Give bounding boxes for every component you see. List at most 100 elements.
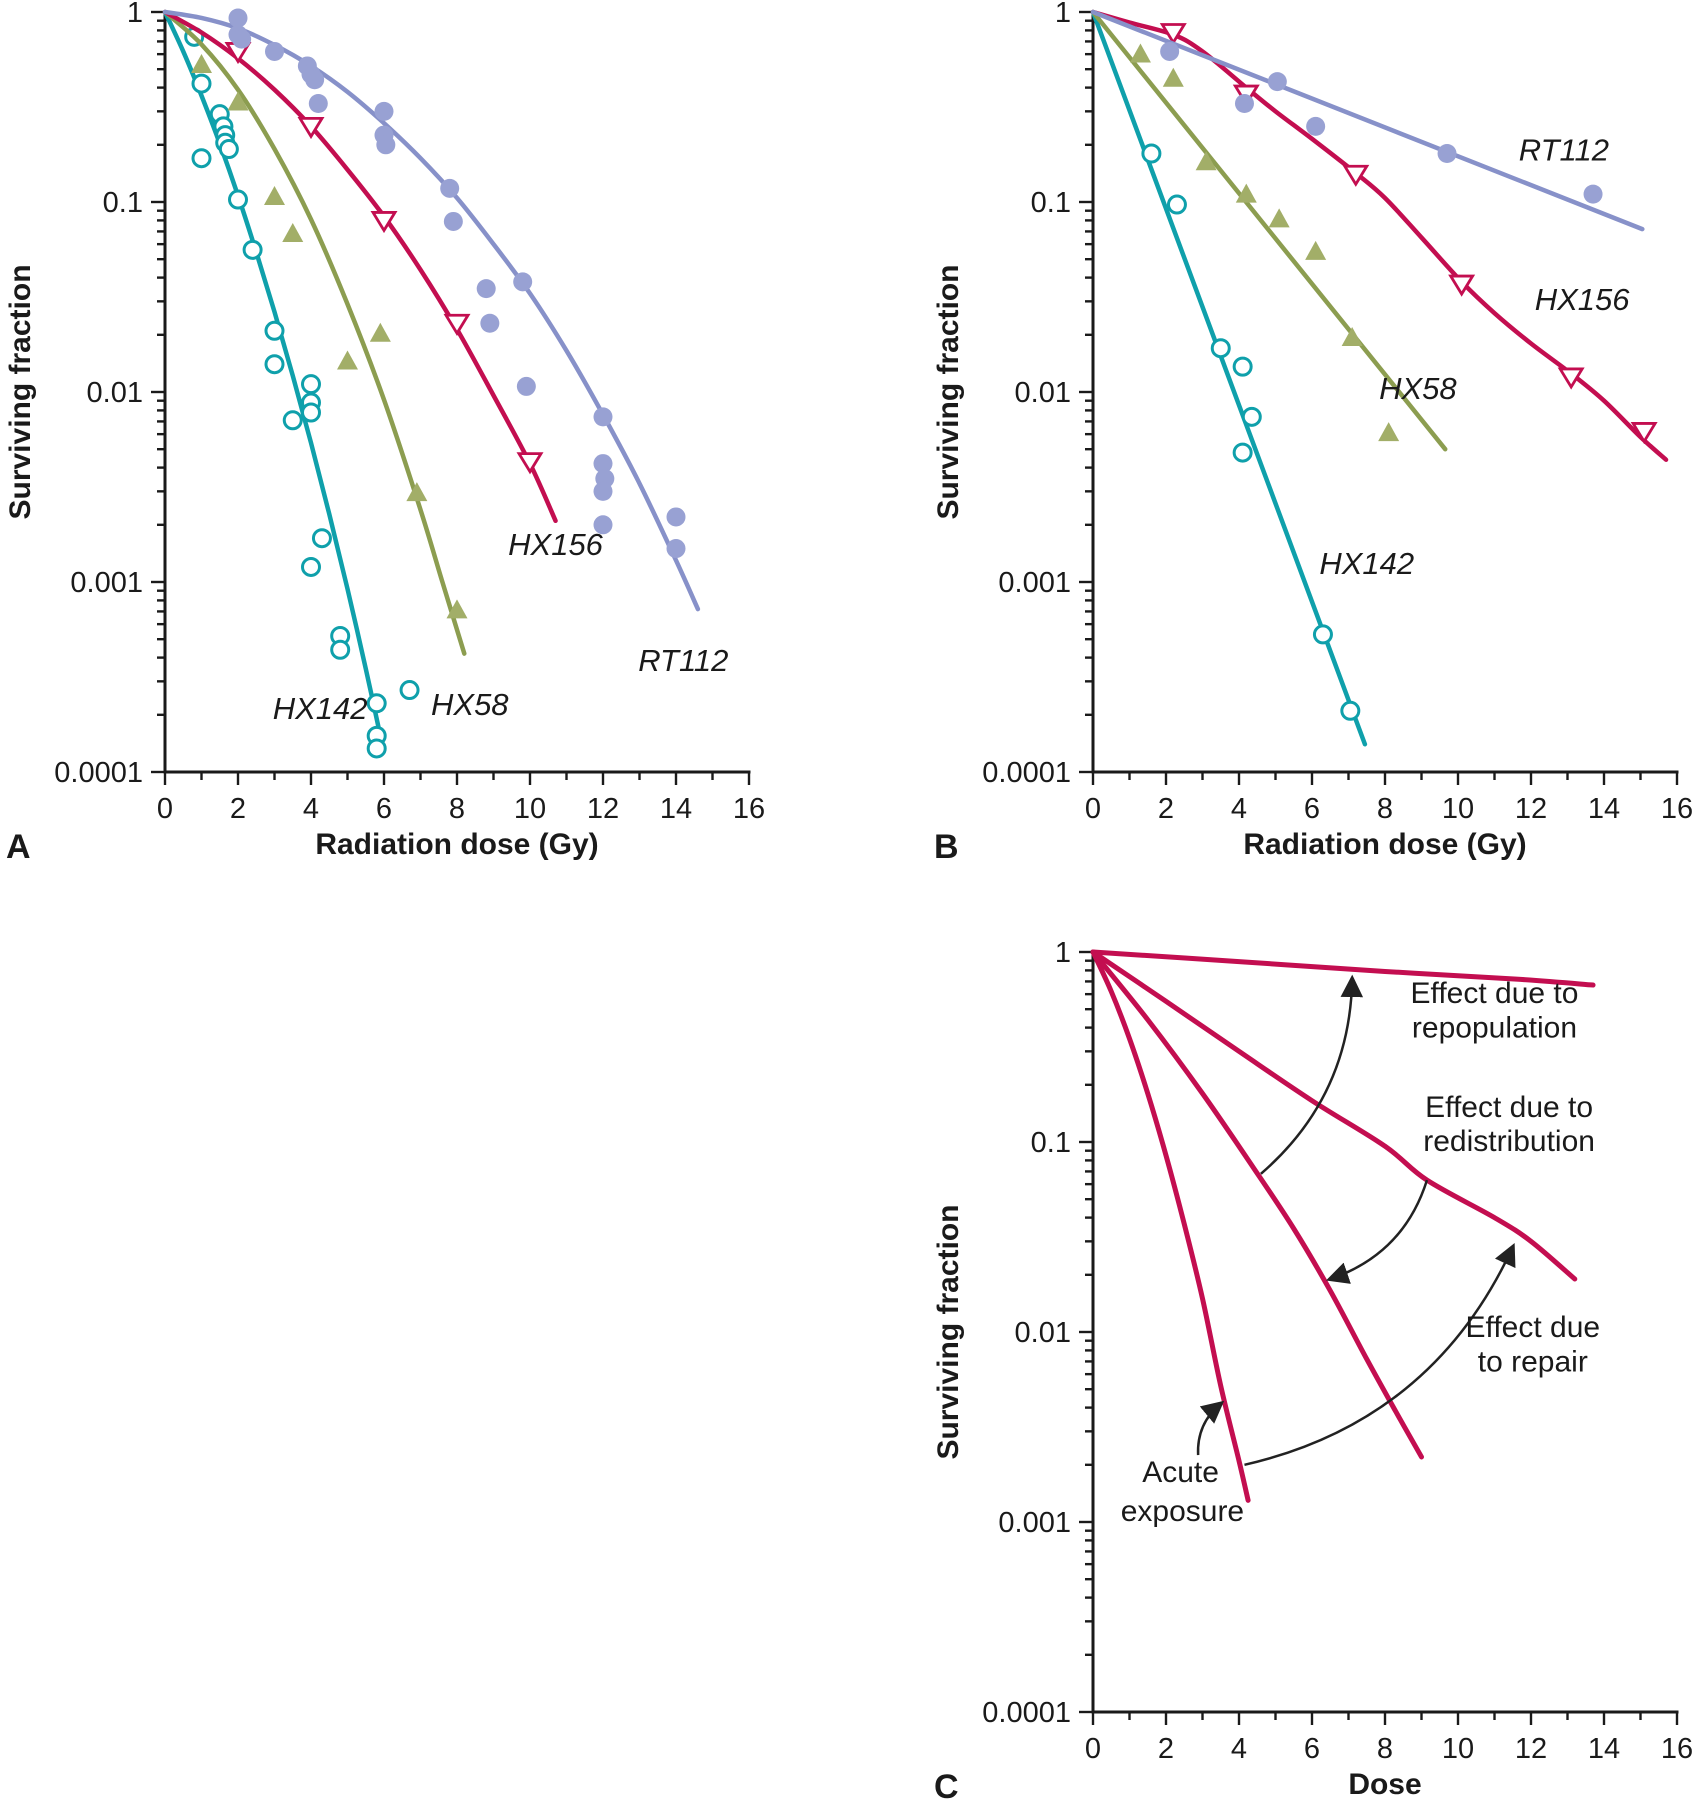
data-point bbox=[1268, 208, 1290, 228]
data-point bbox=[1267, 72, 1287, 92]
x-axis-title: Radiation dose (Gy) bbox=[315, 828, 598, 861]
x-tick-label: 2 bbox=[1158, 1733, 1174, 1765]
series-line-HX142 bbox=[1090, 9, 1368, 747]
x-tick-label: 16 bbox=[733, 793, 765, 825]
annotation-text: to repair bbox=[1478, 1345, 1588, 1378]
series-points-HX58 bbox=[1129, 43, 1400, 442]
x-axis-ticks bbox=[1091, 772, 1679, 785]
series-line-HX156 bbox=[162, 9, 558, 524]
line-acute-exposure bbox=[1090, 949, 1251, 1503]
y-axis-ticks bbox=[1079, 950, 1093, 1714]
x-tick-label: 12 bbox=[1515, 793, 1547, 825]
series-points-RT112 bbox=[228, 8, 686, 559]
y-axis-ticks bbox=[151, 10, 165, 774]
x-tick-label: 6 bbox=[1304, 1733, 1320, 1765]
data-point bbox=[480, 313, 500, 333]
series-points-RT112 bbox=[1160, 41, 1603, 204]
data-point bbox=[593, 407, 613, 427]
data-point bbox=[1141, 143, 1162, 164]
data-point bbox=[301, 374, 321, 395]
series-label-RT112: RT112 bbox=[638, 643, 728, 678]
y-axis-title: Surviving fraction bbox=[932, 1204, 965, 1459]
x-tick-label: 2 bbox=[1158, 793, 1174, 825]
y-tick-label: 0.01 bbox=[1015, 1317, 1071, 1349]
data-point bbox=[1340, 700, 1361, 721]
series-points-HX58 bbox=[191, 53, 468, 619]
x-tick-label: 6 bbox=[1304, 793, 1320, 825]
data-point bbox=[516, 376, 536, 396]
data-point bbox=[399, 680, 420, 701]
data-point bbox=[443, 313, 471, 336]
data-point bbox=[516, 452, 544, 475]
series-label-HX142: HX142 bbox=[1319, 546, 1414, 581]
annotation-text: Effect due to bbox=[1411, 977, 1579, 1010]
line-repair bbox=[1090, 949, 1424, 1460]
data-point bbox=[513, 272, 533, 292]
x-tick-label: 8 bbox=[1377, 793, 1393, 825]
data-point bbox=[232, 29, 252, 49]
series-points-HX142 bbox=[1141, 143, 1361, 721]
data-point bbox=[374, 101, 394, 121]
y-tick-label: 0.01 bbox=[87, 377, 143, 409]
x-tick-label: 14 bbox=[1588, 793, 1620, 825]
data-point bbox=[242, 239, 263, 260]
x-tick-label: 8 bbox=[1377, 1733, 1393, 1765]
data-point bbox=[366, 693, 387, 714]
data-point bbox=[1166, 194, 1187, 215]
panel-A: 1 0.1 0.01 0.001 0.0001 0 2 4 6 8 10 12 14 16 Radiatio… bbox=[4, 0, 765, 866]
data-point bbox=[330, 639, 351, 660]
redistribution-arrow bbox=[1325, 1179, 1429, 1284]
x-tick-label: 4 bbox=[1231, 1733, 1247, 1765]
x-tick-label: 16 bbox=[1661, 793, 1693, 825]
series-label-HX58: HX58 bbox=[431, 687, 509, 722]
data-point bbox=[311, 528, 332, 549]
data-point bbox=[282, 410, 303, 431]
y-tick-label: 0.001 bbox=[998, 567, 1071, 599]
data-point bbox=[593, 515, 613, 535]
line-repopulation bbox=[1090, 949, 1596, 988]
data-point bbox=[1378, 422, 1400, 442]
data-point bbox=[1241, 406, 1262, 427]
data-point bbox=[264, 320, 285, 341]
series-line-HX58 bbox=[1090, 9, 1448, 452]
series-label-HX142: HX142 bbox=[273, 691, 368, 726]
y-tick-label: 0.001 bbox=[998, 1507, 1071, 1539]
data-point bbox=[406, 482, 428, 502]
data-point bbox=[1583, 184, 1603, 204]
data-point bbox=[282, 223, 304, 243]
x-axis-ticks bbox=[1091, 1712, 1679, 1725]
data-point bbox=[1160, 41, 1180, 61]
y-axis-ticks bbox=[1079, 10, 1093, 774]
repopulation-arrow bbox=[1260, 974, 1364, 1175]
y-axis-title: Surviving fraction bbox=[4, 264, 37, 519]
data-point bbox=[1437, 143, 1457, 163]
data-point bbox=[301, 556, 321, 577]
repair-arrow bbox=[1244, 1242, 1516, 1467]
data-point bbox=[191, 73, 212, 94]
annotation-text: Acute bbox=[1142, 1456, 1219, 1489]
series-label-RT112: RT112 bbox=[1519, 133, 1609, 168]
data-point bbox=[666, 539, 686, 559]
y-tick-label: 0.1 bbox=[1031, 1127, 1071, 1159]
y-tick-label: 0.0001 bbox=[982, 757, 1071, 789]
data-point bbox=[1630, 422, 1658, 445]
series-label-HX58: HX58 bbox=[1379, 371, 1457, 406]
data-point bbox=[1557, 367, 1585, 390]
data-point bbox=[1306, 116, 1326, 136]
x-tick-label: 8 bbox=[449, 793, 465, 825]
x-tick-label: 12 bbox=[1515, 1733, 1547, 1765]
data-point bbox=[376, 135, 396, 155]
panel-letter-B: B bbox=[934, 828, 959, 866]
data-point bbox=[1129, 43, 1151, 63]
data-point bbox=[191, 148, 212, 169]
series-label-HX156: HX156 bbox=[508, 527, 604, 562]
data-point bbox=[1341, 327, 1363, 347]
y-tick-label: 0.1 bbox=[103, 187, 143, 219]
series-line-RT112 bbox=[1090, 9, 1645, 232]
data-point bbox=[369, 322, 391, 342]
data-point bbox=[1448, 274, 1476, 297]
x-tick-label: 6 bbox=[376, 793, 392, 825]
data-point bbox=[1312, 624, 1333, 645]
data-point bbox=[264, 185, 285, 205]
